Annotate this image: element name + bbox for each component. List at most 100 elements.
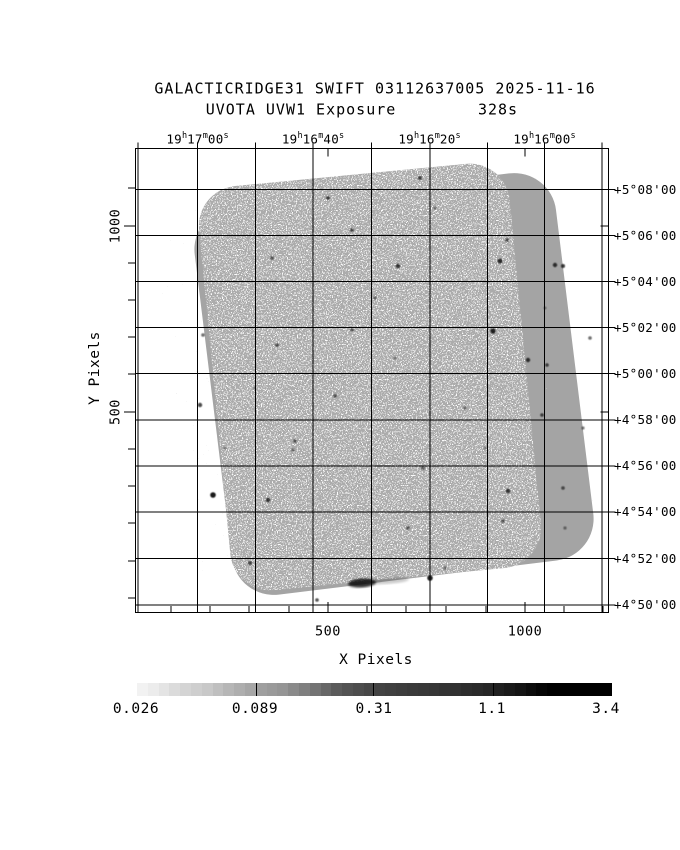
colorbar-step bbox=[266, 683, 278, 696]
colorbar-step bbox=[428, 683, 440, 696]
colorbar-step bbox=[439, 683, 451, 696]
dark-source-dot bbox=[561, 264, 565, 268]
colorbar-step bbox=[342, 683, 353, 696]
colorbar-step bbox=[255, 683, 267, 696]
dark-source-dot bbox=[561, 486, 565, 490]
dec-tick-label: +4°50'00 bbox=[614, 596, 677, 612]
x-axis-title: X Pixels bbox=[339, 651, 413, 668]
colorbar-step bbox=[558, 683, 569, 696]
colorbar-step bbox=[374, 683, 386, 696]
colorbar-step bbox=[212, 683, 224, 696]
colorbar-step bbox=[320, 683, 332, 696]
colorbar-step bbox=[147, 683, 159, 696]
dark-source-dot bbox=[418, 176, 422, 180]
dark-source-dot bbox=[588, 336, 592, 340]
colorbar-step bbox=[190, 683, 202, 696]
dark-source-dot bbox=[421, 466, 425, 470]
dark-source-dot bbox=[265, 497, 271, 503]
colorbar-step bbox=[137, 683, 148, 696]
dark-source-dot bbox=[201, 333, 205, 337]
ra-tick-label: 19h16m40s bbox=[281, 131, 345, 147]
dark-source-dot bbox=[406, 526, 410, 530]
colorbar-step bbox=[568, 683, 580, 696]
y-axis-title: Y Pixels bbox=[86, 331, 103, 405]
dark-source-dot bbox=[223, 446, 227, 450]
dark-source-dot bbox=[505, 488, 511, 494]
dec-tick-label: +5°06'00 bbox=[614, 227, 677, 243]
colorbar-step bbox=[298, 683, 310, 696]
dark-source-dot bbox=[248, 561, 252, 565]
dark-source-dot bbox=[433, 206, 437, 210]
dark-source-dot bbox=[395, 263, 401, 269]
dark-source-dot bbox=[490, 328, 496, 334]
dark-source-dot bbox=[333, 394, 337, 398]
colorbar-step bbox=[363, 683, 375, 696]
colorbar-step bbox=[504, 683, 515, 696]
ra-tick-label: 19h16m00s bbox=[513, 131, 576, 147]
colorbar-step bbox=[244, 683, 256, 696]
colorbar-step bbox=[169, 683, 181, 696]
colorbar-step bbox=[460, 683, 472, 696]
dark-source-dot bbox=[505, 238, 509, 242]
dark-source-dot bbox=[350, 228, 354, 232]
colorbar-step bbox=[406, 683, 418, 696]
colorbar-tick-label: 0.089 bbox=[231, 700, 279, 717]
dark-source-dot bbox=[270, 256, 274, 260]
colorbar-step bbox=[288, 683, 299, 696]
colorbar-step bbox=[158, 683, 170, 696]
colorbar-step bbox=[525, 683, 537, 696]
bottom-smudge bbox=[348, 575, 433, 588]
colorbar-step bbox=[331, 683, 343, 696]
dark-source-dot bbox=[373, 296, 377, 300]
exposure-time: 328s bbox=[477, 100, 519, 119]
dark-source-dot bbox=[210, 492, 216, 498]
detector-footprint bbox=[148, 156, 604, 612]
colorbar-step bbox=[277, 683, 289, 696]
colorbar-step bbox=[201, 683, 213, 696]
ra-tick-label: 19h17m00s bbox=[166, 131, 229, 147]
x-axis-tick-label: 1000 bbox=[507, 623, 543, 640]
colorbar-tick-label: 0.026 bbox=[112, 700, 160, 717]
colorbar-step bbox=[590, 683, 602, 696]
dark-source-dot bbox=[581, 426, 585, 430]
colorbar-tick-label: 1.1 bbox=[478, 700, 506, 717]
colorbar-step bbox=[450, 683, 461, 696]
colorbar-step bbox=[536, 683, 548, 696]
dark-source-dot bbox=[545, 363, 549, 367]
dark-source-dot bbox=[326, 196, 330, 200]
dark-source-dot bbox=[293, 439, 297, 443]
colorbar-divider bbox=[256, 683, 257, 696]
colorbar-step bbox=[514, 683, 526, 696]
colorbar-step bbox=[417, 683, 429, 696]
dark-source-dot bbox=[197, 402, 203, 408]
plot-subtitle: UVOTA UVW1 Exposure bbox=[205, 100, 397, 119]
dark-source-dot bbox=[291, 448, 295, 452]
colorbar-step bbox=[471, 683, 483, 696]
coordinate-grid bbox=[124, 142, 616, 613]
plot-frame bbox=[135, 148, 609, 613]
colorbar-step bbox=[385, 683, 397, 696]
dark-source-dot bbox=[540, 413, 544, 417]
ra-tick-label: 19h16m20s bbox=[398, 131, 461, 147]
main-footprint bbox=[195, 159, 545, 595]
dec-tick-label: +5°04'00 bbox=[614, 273, 677, 289]
dec-tick-label: +4°52'00 bbox=[614, 550, 677, 566]
colorbar-tick-label: 0.31 bbox=[355, 700, 393, 717]
dark-source-dot bbox=[350, 328, 354, 332]
dark-source-dot bbox=[463, 406, 467, 410]
colorbar-step bbox=[493, 683, 505, 696]
dark-source-dot bbox=[552, 262, 558, 268]
exposure-image bbox=[124, 142, 616, 613]
dec-tick-label: +5°08'00 bbox=[614, 181, 677, 197]
dark-source-dot bbox=[275, 343, 279, 347]
colorbar-step bbox=[223, 683, 235, 696]
colorbar-step bbox=[482, 683, 494, 696]
colorbar-step bbox=[547, 683, 559, 696]
dark-source-dot bbox=[563, 526, 567, 530]
plot-title: GALACTICRIDGE31 SWIFT 03112637005 2025-1… bbox=[154, 79, 596, 98]
y-axis-tick-label: 1000 bbox=[107, 208, 124, 244]
colorbar-step bbox=[234, 683, 245, 696]
colorbar-step bbox=[309, 683, 321, 696]
dark-source-dot bbox=[525, 357, 531, 363]
colorbar-step bbox=[352, 683, 364, 696]
